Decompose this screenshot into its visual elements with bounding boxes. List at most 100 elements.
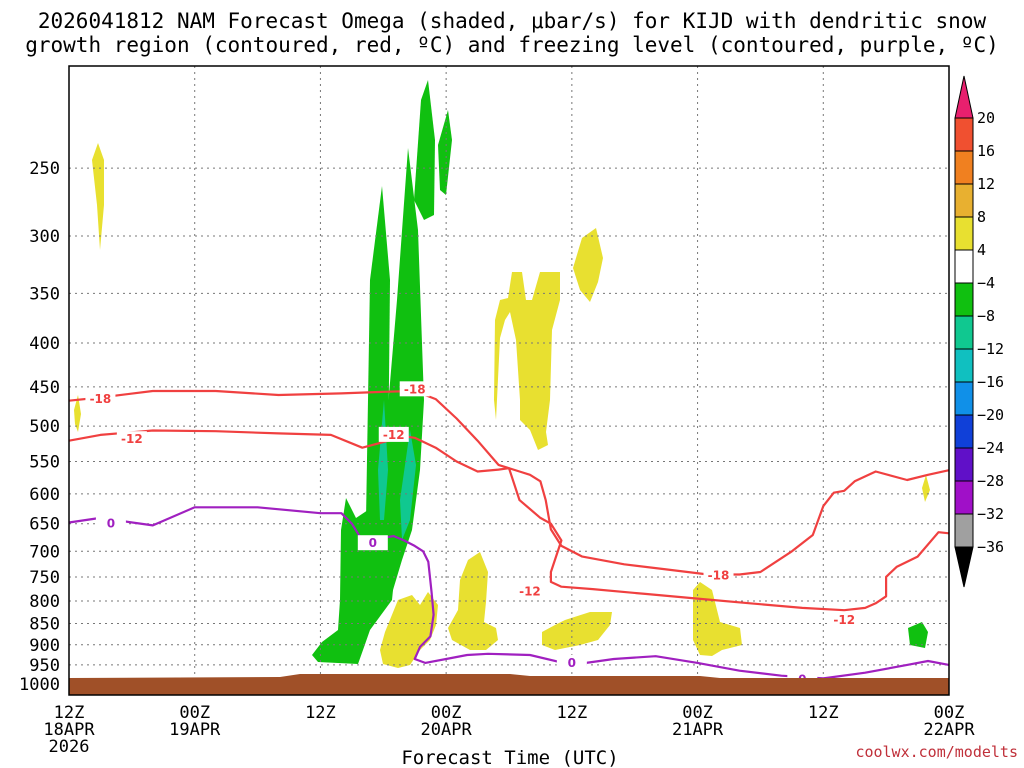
x-tick-label: 00Z [682, 703, 713, 723]
x-tick-label: 12Z [54, 703, 85, 723]
temperature-contours: -18-18-18-12-12-12-120000 [68, 381, 950, 687]
colorbar-segment [954, 381, 974, 416]
contour-label: -18 [90, 392, 112, 406]
y-tick-label: 650 [29, 515, 60, 535]
colorbar-label: −36 [977, 538, 1004, 556]
x-tick-label: 12Z [305, 703, 336, 723]
contour-label-bg [85, 391, 116, 407]
y-tick-label: 900 [29, 636, 60, 656]
colorbar-label: −24 [977, 439, 1004, 457]
x-tick-label: 18APR [43, 720, 95, 740]
x-tick-label: 00Z [431, 703, 462, 723]
chart-title-line-2: growth region (contoured, red, ºC) and f… [25, 33, 999, 57]
y-tick-label: 250 [29, 159, 60, 179]
colorbar-segment [954, 513, 974, 548]
y-tick-label: 800 [29, 592, 60, 612]
contour-label: -18 [708, 568, 730, 582]
colorbar-label: 8 [977, 208, 986, 226]
colorbar-segment [954, 183, 974, 218]
contour-line [68, 506, 950, 680]
x-tick-label: 22APR [923, 720, 975, 740]
plot-frame [68, 65, 950, 696]
x-tick-label: 19APR [169, 720, 221, 740]
omega-region-pos4 [380, 592, 438, 668]
x-tick-label: 00Z [179, 703, 210, 723]
colorbar-label: −28 [977, 472, 1004, 490]
colorbar-segment [954, 117, 974, 152]
contour-label-bg [357, 535, 388, 551]
y-tick-label: 300 [29, 227, 60, 247]
contour-label-bg [378, 426, 409, 442]
omega-region-pos4 [542, 612, 612, 650]
y-tick-label: 350 [29, 284, 60, 304]
colorbar-label: 4 [977, 241, 986, 259]
omega-region-pos4 [573, 228, 603, 302]
contour-label-bg [703, 567, 734, 583]
credit-text: coolwx.com/modelts [855, 743, 1018, 761]
chart-title-line-1: 2026041812 NAM Forecast Omega (shaded, μ… [38, 9, 987, 33]
omega-region-pos4 [494, 272, 560, 450]
colorbar-label: −4 [977, 274, 995, 292]
colorbar-label: −32 [977, 505, 1004, 523]
colorbar-segment [954, 480, 974, 515]
contour-label: -12 [383, 428, 405, 442]
x-axis-label: Forecast Time (UTC) [401, 747, 618, 768]
y-axis-pressure: 2503003504004505005506006507007508008509… [19, 159, 60, 695]
y-tick-label: 750 [29, 568, 60, 588]
x-tick-label: 00Z [934, 703, 965, 723]
contour-label: -12 [833, 613, 855, 627]
y-tick-label: 550 [29, 453, 60, 473]
contour-label: -12 [121, 432, 143, 446]
y-tick-label: 450 [29, 378, 60, 398]
colorbar-label: −16 [977, 373, 1004, 391]
contour-label-bg [95, 515, 126, 531]
omega-region-neg4 [908, 622, 928, 648]
colorbar-label: −8 [977, 307, 995, 325]
colorbar-segment [954, 150, 974, 185]
x-tick-label: 12Z [556, 703, 587, 723]
omega-colorbar: 20 16 12 8 4 −4 −8 −12 −16 −20 −24 −28 −32 −36 [954, 75, 1004, 588]
omega-region-pos4 [74, 395, 81, 432]
colorbar-segment [954, 414, 974, 449]
omega-region-neg4 [438, 110, 452, 195]
omega-region-pos4 [922, 475, 930, 502]
colorbar-label: 16 [977, 142, 995, 160]
colorbar-label: −12 [977, 340, 1004, 358]
y-tick-label: 600 [29, 485, 60, 505]
y-tick-label: 700 [29, 542, 60, 562]
y-tick-label: 400 [29, 334, 60, 354]
y-tick-label: 850 [29, 615, 60, 635]
omega-region-pos4 [92, 143, 104, 250]
colorbar-segment [954, 249, 974, 284]
colorbar-label: −20 [977, 406, 1004, 424]
colorbar-segment [954, 546, 974, 588]
omega-region-pos4 [448, 552, 498, 650]
y-tick-label: 1000 [19, 675, 60, 695]
colorbar-segment [954, 348, 974, 383]
colorbar-segment [954, 447, 974, 482]
contour-label-bg [514, 583, 545, 599]
plot-background [69, 66, 949, 695]
contour-label: 0 [568, 656, 576, 670]
contour-line [68, 429, 950, 612]
contour-label: -12 [519, 585, 541, 599]
contour-line [68, 389, 950, 576]
contour-label-bg [829, 612, 860, 628]
colorbar-segment [954, 216, 974, 251]
colorbar-segment [954, 315, 974, 350]
contour-label-bg [399, 381, 430, 397]
x-tick-label: 2026 [49, 737, 90, 757]
contour-label-bg [556, 654, 587, 670]
y-tick-label: 950 [29, 656, 60, 676]
contour-label-bg [116, 431, 147, 447]
colorbar-segment [954, 282, 974, 317]
omega-region-neg4 [414, 80, 435, 220]
colorbar-label: 20 [977, 109, 995, 127]
y-tick-label: 500 [29, 417, 60, 437]
contour-label: -18 [404, 382, 426, 396]
x-tick-label: 12Z [808, 703, 839, 723]
plot-area: -18-18-18-12-12-12-120000 [68, 65, 950, 696]
contour-label: 0 [369, 536, 377, 550]
